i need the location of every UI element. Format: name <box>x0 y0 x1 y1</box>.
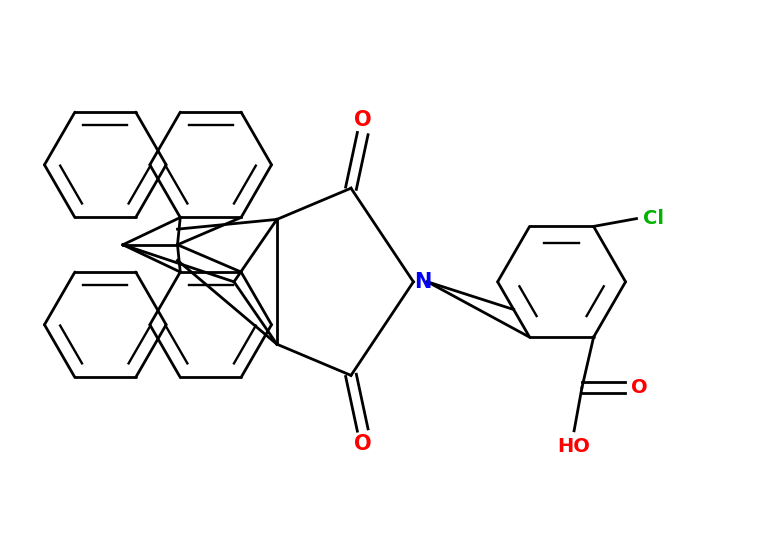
Text: O: O <box>630 378 647 397</box>
Text: O: O <box>354 434 371 454</box>
Text: Cl: Cl <box>644 209 664 228</box>
Text: N: N <box>414 272 431 292</box>
Text: HO: HO <box>558 437 590 456</box>
Text: O: O <box>354 110 371 129</box>
